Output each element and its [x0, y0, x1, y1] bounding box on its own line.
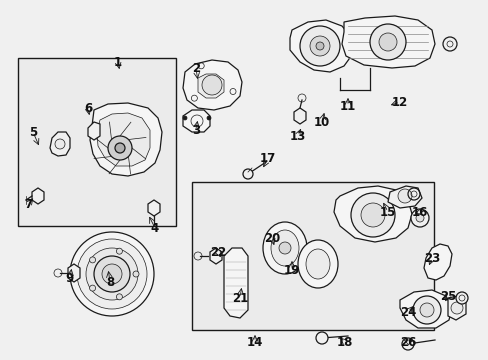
Text: 10: 10	[313, 116, 329, 129]
Polygon shape	[387, 186, 421, 208]
Polygon shape	[97, 113, 150, 166]
Polygon shape	[209, 248, 222, 264]
Text: 9: 9	[66, 271, 74, 284]
Text: 21: 21	[231, 292, 247, 305]
Text: 22: 22	[209, 246, 225, 258]
Text: 6: 6	[84, 102, 92, 114]
Circle shape	[415, 214, 423, 222]
Circle shape	[116, 294, 122, 300]
Circle shape	[94, 256, 130, 292]
Text: 4: 4	[151, 221, 159, 234]
Polygon shape	[183, 110, 209, 132]
Circle shape	[419, 303, 433, 317]
Polygon shape	[50, 132, 70, 156]
Circle shape	[89, 285, 95, 291]
Text: 26: 26	[399, 336, 415, 348]
Polygon shape	[90, 103, 162, 176]
Text: 14: 14	[246, 336, 263, 348]
Circle shape	[315, 332, 327, 344]
Circle shape	[369, 24, 405, 60]
Circle shape	[115, 143, 125, 153]
Circle shape	[397, 189, 411, 203]
Circle shape	[378, 33, 396, 51]
Circle shape	[86, 248, 138, 300]
Text: 24: 24	[399, 306, 415, 319]
Circle shape	[279, 242, 290, 254]
Circle shape	[202, 75, 222, 95]
Polygon shape	[341, 16, 434, 68]
Circle shape	[455, 292, 467, 304]
Text: 1: 1	[114, 55, 122, 68]
Circle shape	[315, 42, 324, 50]
Circle shape	[102, 264, 122, 284]
Text: 13: 13	[289, 130, 305, 143]
Text: 8: 8	[106, 275, 114, 288]
Circle shape	[133, 271, 139, 277]
Text: 17: 17	[259, 152, 276, 165]
Ellipse shape	[305, 249, 329, 279]
Text: 23: 23	[423, 252, 439, 265]
Circle shape	[299, 26, 339, 66]
Circle shape	[350, 193, 394, 237]
Circle shape	[442, 37, 456, 51]
Circle shape	[309, 36, 329, 56]
Circle shape	[243, 169, 252, 179]
Circle shape	[206, 116, 210, 120]
Polygon shape	[198, 74, 224, 98]
Circle shape	[108, 136, 132, 160]
Text: 7: 7	[24, 198, 32, 211]
Polygon shape	[183, 60, 242, 110]
Bar	[18, 58, 176, 226]
Polygon shape	[333, 186, 411, 242]
Polygon shape	[224, 248, 247, 318]
Circle shape	[412, 296, 440, 324]
Circle shape	[183, 116, 186, 120]
Circle shape	[410, 209, 428, 227]
Polygon shape	[32, 188, 44, 204]
Polygon shape	[148, 200, 160, 216]
Text: 15: 15	[379, 206, 395, 219]
Text: 20: 20	[264, 231, 280, 244]
Polygon shape	[447, 296, 465, 320]
Circle shape	[70, 232, 154, 316]
Text: 25: 25	[439, 289, 455, 302]
Text: 11: 11	[339, 99, 355, 112]
Polygon shape	[289, 20, 351, 72]
Polygon shape	[423, 244, 451, 280]
Circle shape	[450, 302, 462, 314]
Ellipse shape	[270, 230, 298, 266]
Circle shape	[55, 139, 65, 149]
Circle shape	[77, 239, 147, 309]
Circle shape	[89, 257, 95, 263]
Text: 12: 12	[391, 95, 407, 108]
Polygon shape	[399, 290, 451, 328]
Ellipse shape	[297, 240, 337, 288]
Bar	[192, 182, 433, 330]
Circle shape	[360, 203, 384, 227]
Text: 5: 5	[29, 126, 37, 139]
Circle shape	[116, 248, 122, 254]
Text: 2: 2	[192, 62, 200, 75]
Circle shape	[401, 338, 413, 350]
Ellipse shape	[263, 222, 306, 274]
Text: 16: 16	[411, 206, 427, 219]
Text: 19: 19	[283, 264, 300, 276]
Polygon shape	[293, 108, 305, 124]
Polygon shape	[88, 122, 100, 140]
Text: 3: 3	[192, 123, 200, 136]
Polygon shape	[68, 264, 80, 282]
Text: 18: 18	[336, 336, 352, 348]
